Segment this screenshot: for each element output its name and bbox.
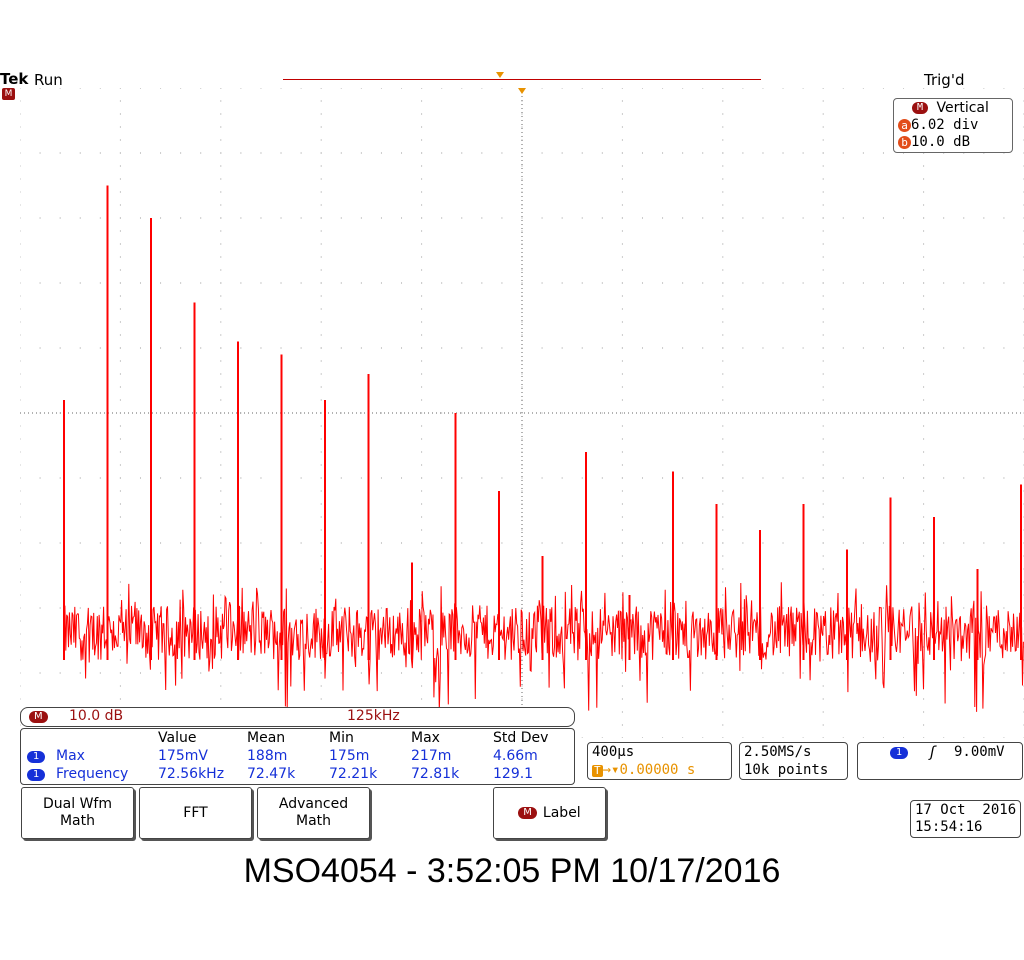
trigger-level: 9.00mV — [954, 744, 1005, 760]
acquisition-readout[interactable]: 2.50MS/s 10k points — [739, 742, 848, 780]
advanced-math-button[interactable]: Advanced Math — [257, 787, 370, 839]
acquisition-state: Run — [34, 71, 63, 89]
fft-label: FFT — [183, 805, 208, 821]
vertical-position: 6.02 div — [911, 117, 979, 133]
waveform-display[interactable] — [20, 88, 1024, 738]
label-button-text: Label — [542, 805, 581, 821]
math-channel-ground-marker: M — [2, 88, 15, 100]
horizontal-scale: 400µs — [592, 744, 635, 760]
frequency-mean: 72.47k — [247, 766, 296, 782]
graticule-grid — [20, 88, 1024, 738]
col-header-value: Value — [158, 730, 197, 746]
frequency-std-dev: 129.1 — [493, 766, 534, 782]
col-header-std-dev: Std Dev — [493, 730, 549, 746]
brand-logo: Tek — [0, 70, 29, 88]
frequency-min: 72.21k — [329, 766, 378, 782]
date: 17 Oct 2016 — [915, 802, 1017, 818]
delay-icon: T — [592, 764, 603, 777]
channel1-badge: 1 — [27, 769, 46, 781]
record-length: 10k points — [744, 762, 829, 778]
math-span: 125kHz — [347, 708, 400, 724]
rising-edge-icon: ʃ — [928, 743, 938, 761]
trigger-marker-icon — [518, 88, 526, 94]
max-mean: 188m — [247, 748, 288, 764]
max-min: 175m — [329, 748, 370, 764]
col-header-mean: Mean — [247, 730, 286, 746]
measurement-name-frequency: Frequency — [56, 766, 129, 782]
math-scale: 10.0 dB — [69, 708, 124, 724]
sample-rate: 2.50MS/s — [744, 744, 812, 760]
label-a-icon: a — [898, 118, 911, 132]
vertical-scale: 10.0 dB — [911, 134, 971, 150]
measurement-name-max: Max — [56, 748, 85, 764]
harmonic-peaks — [63, 185, 1022, 660]
advanced-math-label: Advanced Math — [278, 796, 349, 829]
timebase-readout[interactable]: 400µs T →▾0.00000 s — [587, 742, 732, 780]
delay-arrow-icon: →▾ — [602, 762, 620, 778]
frequency-max: 72.81k — [411, 766, 460, 782]
trigger-readout[interactable]: 1 ʃ 9.00mV — [857, 742, 1023, 780]
vertical-title: Vertical — [936, 100, 989, 116]
screenshot-caption: MSO4054 - 3:52:05 PM 10/17/2016 — [243, 852, 781, 890]
channel1-badge: 1 — [27, 751, 46, 763]
fft-button[interactable]: FFT — [139, 787, 252, 839]
measurement-table[interactable]: Value Mean Min Max Std Dev 1 Max 175mV 1… — [20, 728, 575, 785]
label-b-icon: b — [898, 135, 911, 149]
col-header-max: Max — [411, 730, 440, 746]
math-channel-badge: M — [29, 711, 48, 723]
col-header-min: Min — [329, 730, 354, 746]
math-channel-badge: M — [518, 807, 537, 819]
frequency-value: 72.56kHz — [158, 766, 225, 782]
delay-value: 0.00000 s — [619, 762, 696, 778]
max-value: 175mV — [158, 748, 208, 764]
vertical-readout[interactable]: a M Vertical a6.02 div b10.0 dB — [893, 98, 1013, 153]
record-view-bar — [283, 79, 761, 80]
dual-wfm-math-label: Dual Wfm Math — [43, 796, 112, 829]
max-std-dev: 4.66m — [493, 748, 538, 764]
math-channel-badge: M — [912, 102, 929, 114]
trigger-source-badge: 1 — [890, 747, 909, 759]
dual-wfm-math-button[interactable]: Dual Wfm Math — [21, 787, 134, 839]
label-button[interactable]: M Label — [493, 787, 606, 839]
time: 15:54:16 — [915, 819, 983, 835]
fft-trace — [63, 582, 1024, 712]
trigger-position-marker-icon — [496, 72, 504, 78]
date-time-readout: 17 Oct 2016 15:54:16 — [910, 800, 1021, 838]
math-status-bar[interactable]: M 10.0 dB 125kHz — [20, 707, 575, 727]
max-max: 217m — [411, 748, 452, 764]
trigger-status: Trig'd — [924, 71, 965, 89]
